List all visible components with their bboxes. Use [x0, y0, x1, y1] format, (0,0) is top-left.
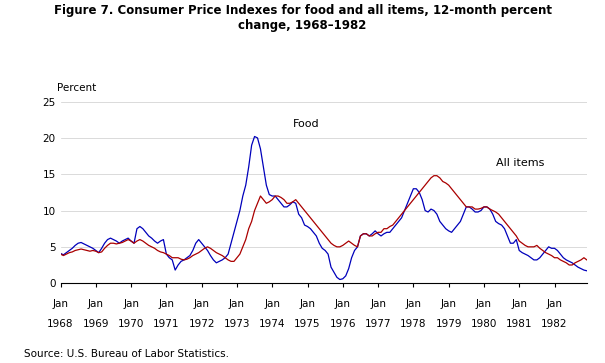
Text: 1974: 1974	[259, 319, 286, 330]
Text: Food: Food	[293, 119, 319, 129]
Text: Jan: Jan	[370, 299, 386, 310]
Text: 1972: 1972	[188, 319, 215, 330]
Text: 1977: 1977	[365, 319, 391, 330]
Text: Jan: Jan	[88, 299, 104, 310]
Text: Jan: Jan	[264, 299, 280, 310]
Text: Jan: Jan	[335, 299, 351, 310]
Text: 1982: 1982	[541, 319, 567, 330]
Text: Percent: Percent	[57, 82, 97, 93]
Text: 1975: 1975	[294, 319, 321, 330]
Text: 1973: 1973	[224, 319, 250, 330]
Text: Jan: Jan	[440, 299, 457, 310]
Text: 1981: 1981	[506, 319, 532, 330]
Text: 1969: 1969	[82, 319, 109, 330]
Text: Jan: Jan	[123, 299, 139, 310]
Text: 1968: 1968	[47, 319, 74, 330]
Text: Jan: Jan	[229, 299, 245, 310]
Text: 1978: 1978	[400, 319, 427, 330]
Text: Jan: Jan	[159, 299, 174, 310]
Text: 1979: 1979	[436, 319, 462, 330]
Text: Jan: Jan	[299, 299, 315, 310]
Text: 1980: 1980	[471, 319, 497, 330]
Text: Jan: Jan	[53, 299, 68, 310]
Text: Source: U.S. Bureau of Labor Statistics.: Source: U.S. Bureau of Labor Statistics.	[24, 349, 229, 359]
Text: 1971: 1971	[153, 319, 180, 330]
Text: Jan: Jan	[476, 299, 492, 310]
Text: Jan: Jan	[546, 299, 563, 310]
Text: All items: All items	[495, 158, 544, 168]
Text: Jan: Jan	[194, 299, 210, 310]
Text: Jan: Jan	[511, 299, 527, 310]
Text: Jan: Jan	[405, 299, 421, 310]
Text: 1970: 1970	[118, 319, 144, 330]
Text: Figure 7. Consumer Price Indexes for food and all items, 12-month percent
change: Figure 7. Consumer Price Indexes for foo…	[53, 4, 552, 32]
Text: 1976: 1976	[330, 319, 356, 330]
